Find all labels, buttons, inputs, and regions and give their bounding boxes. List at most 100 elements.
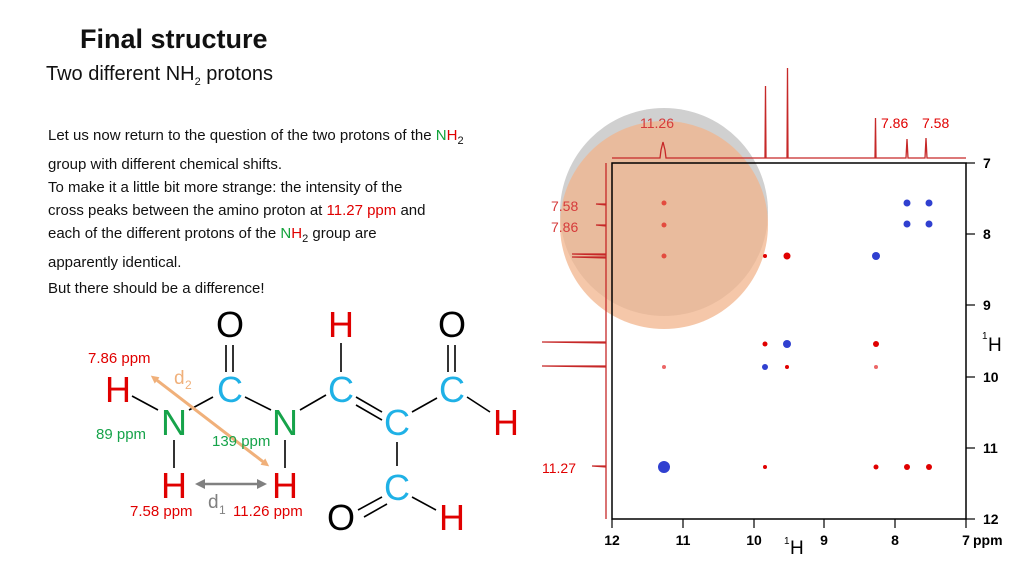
peak — [926, 464, 932, 470]
d2-arrow — [150, 375, 270, 467]
p2-text-e: group are — [308, 225, 377, 242]
x-tick-7: 7 — [962, 532, 970, 548]
peak — [925, 220, 933, 228]
x-tick-11: 11 — [676, 532, 691, 548]
peak — [904, 464, 910, 470]
peak — [925, 199, 933, 207]
label-d1: d — [208, 492, 219, 513]
x-nucleus-sup: 1 — [784, 536, 790, 547]
atom-c3: C — [439, 369, 465, 410]
p2-text-c: and — [396, 202, 426, 219]
x-nucleus: H — [790, 538, 804, 559]
y-nucleus: H — [988, 335, 1002, 356]
left-projection-trace — [541, 163, 607, 519]
p2-line-1: To make it a little bit more strange: th… — [48, 179, 403, 196]
peak — [785, 365, 789, 369]
peak — [874, 365, 878, 369]
peak — [762, 341, 768, 347]
atom-c5: C — [384, 467, 410, 508]
left-label-1127: 11.27 — [542, 460, 576, 476]
atom-h-cho: H — [493, 402, 519, 443]
atom-h-nh-bot: H — [161, 465, 187, 506]
peak — [783, 252, 791, 260]
x-unit: ppm — [973, 532, 1003, 548]
atom-o3: O — [327, 497, 355, 538]
peak — [661, 222, 667, 228]
paragraph-2: To make it a little bit more strange: th… — [48, 176, 568, 274]
p2-ppm: 11.27 ppm — [326, 202, 397, 219]
atom-h-top: H — [328, 304, 354, 345]
y-tick-8: 8 — [983, 226, 991, 242]
slide-subtitle: Two different NH2 protons — [46, 63, 273, 88]
paragraph-3: But there should be a difference! — [48, 277, 568, 300]
x-tick-12: 12 — [604, 532, 620, 548]
top-label-786: 7.86 — [881, 115, 908, 131]
paragraph-1: Let us now return to the question of the… — [48, 124, 568, 176]
y-tick-11: 11 — [983, 440, 998, 456]
top-projection-trace — [612, 67, 966, 159]
top-label-758: 7.58 — [922, 115, 949, 131]
label-d1-sub: 1 — [219, 503, 226, 517]
peak — [763, 465, 767, 469]
p2-h: H — [291, 225, 303, 242]
x-tick-10: 10 — [746, 532, 762, 548]
p1-sub: 2 — [457, 135, 464, 147]
atom-c1: C — [217, 369, 243, 410]
y-tick-9: 9 — [983, 297, 991, 313]
label-ppm-89: 89 ppm — [96, 426, 146, 443]
y-tick-12: 12 — [983, 511, 999, 527]
label-ppm-758: 7.58 ppm — [130, 503, 193, 520]
peak — [658, 461, 670, 473]
peak — [661, 200, 667, 206]
peak — [903, 220, 911, 228]
label-d2: d — [174, 368, 185, 389]
p2-text-f: apparently identical. — [48, 254, 182, 271]
atom-h-bot: H — [439, 497, 465, 538]
peak — [873, 341, 879, 347]
peak — [662, 365, 666, 369]
peak — [873, 464, 879, 470]
p2-text-b: cross peaks between the amino proton at — [48, 202, 327, 219]
subtitle-post: protons — [200, 63, 273, 85]
p2-text-d: each of the different protons of the — [48, 225, 281, 242]
peak — [783, 340, 791, 348]
atom-c2: C — [328, 369, 354, 410]
cross-peaks — [658, 199, 933, 473]
label-ppm-1126: 11.26 ppm — [233, 503, 303, 520]
atom-n1: N — [161, 402, 187, 443]
x-tick-9: 9 — [820, 532, 828, 548]
atom-o2: O — [438, 304, 466, 345]
atom-n2: N — [272, 402, 298, 443]
peak — [763, 254, 767, 258]
p2-sub: 2 — [302, 233, 309, 245]
p3-text: But there should be a difference! — [48, 280, 265, 297]
molecule-structure: O H O H C C C N N C H H H C O H 7.86 ppm… — [88, 304, 519, 538]
atom-h-amide: H — [272, 465, 298, 506]
label-d2-sub: 2 — [185, 378, 192, 392]
atom-o1: O — [216, 304, 244, 345]
p1-text-b: group with different chemical shifts. — [48, 156, 283, 173]
p1-h: H — [446, 127, 458, 144]
label-ppm-139: 139 ppm — [212, 433, 270, 450]
label-ppm-786: 7.86 ppm — [88, 350, 151, 367]
atom-c4: C — [384, 402, 410, 443]
y-tick-7: 7 — [983, 155, 991, 171]
p1-n: N — [435, 127, 447, 144]
top-label-1126: 11.26 — [640, 115, 674, 131]
y-tick-10: 10 — [983, 369, 999, 385]
peak — [872, 252, 880, 260]
atom-h-nh-top: H — [105, 369, 131, 410]
left-label-786: 7.86 — [551, 219, 578, 235]
axis-ticks — [611, 162, 975, 528]
peak — [762, 364, 768, 370]
peak — [661, 253, 667, 259]
subtitle-sub: 2 — [194, 76, 201, 88]
left-label-758: 7.58 — [551, 198, 578, 214]
x-tick-8: 8 — [891, 532, 899, 548]
y-nucleus-sup: 1 — [982, 331, 988, 342]
p2-n: N — [280, 225, 292, 242]
peak — [903, 199, 911, 207]
slide-title: Final structure — [80, 24, 268, 54]
p1-text-a: Let us now return to the question of the… — [48, 127, 436, 144]
